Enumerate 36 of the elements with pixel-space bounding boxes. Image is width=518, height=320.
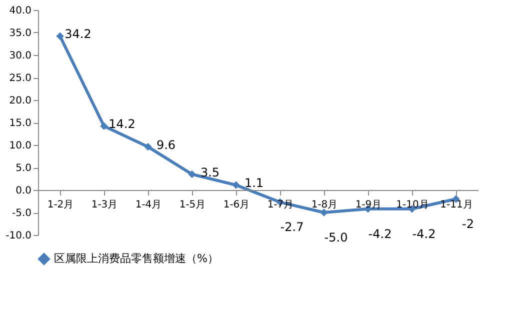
- y-tick-label: 30.0: [9, 50, 32, 62]
- legend-label: 区属限上消费品零售额增速（%）: [54, 252, 218, 265]
- data-label: -4.2: [368, 226, 392, 241]
- data-label: 3.5: [200, 165, 220, 180]
- x-tick-label: 1-5月: [179, 200, 206, 210]
- point: [232, 181, 240, 189]
- x-tick-label: 1-7月: [267, 200, 294, 210]
- y-tick-label: 35.0: [9, 28, 32, 39]
- x-tick-label: 1-8月: [311, 200, 338, 210]
- point: [320, 208, 328, 216]
- y-tick-label: 15.0: [9, 118, 32, 129]
- point: [144, 142, 152, 151]
- data-label: 14.2: [108, 117, 136, 132]
- point: [100, 122, 108, 130]
- point: [56, 32, 64, 40]
- x-tick-label: 1-4月: [135, 200, 162, 210]
- point: [188, 170, 196, 178]
- y-tick-label: 25.0: [9, 73, 32, 84]
- data-label: -2.7: [280, 220, 304, 234]
- y-tick-label: 10.0: [9, 140, 32, 152]
- y-tick-label: 5.0: [16, 163, 32, 174]
- x-tick-label: 1-3月: [91, 200, 118, 210]
- data-label: -4.2: [412, 226, 436, 241]
- y-tick-label: -10.0: [6, 230, 32, 242]
- data-label: 1.1: [244, 176, 264, 190]
- data-label: 34.2: [64, 27, 92, 42]
- x-tick-label: 1-6月: [223, 200, 250, 210]
- data-label: -2: [462, 217, 474, 231]
- data-label: 9.6: [156, 138, 176, 152]
- data-label: -5.0: [324, 230, 348, 244]
- x-tick-label: 1-11月: [440, 200, 473, 210]
- y-tick-label: 0.0: [16, 186, 32, 196]
- y-tick-label: -5.0: [12, 208, 32, 219]
- y-tick-label: 20.0: [9, 96, 32, 106]
- y-tick-label: 40.0: [9, 6, 32, 16]
- x-tick-label: 1-2月: [47, 200, 74, 210]
